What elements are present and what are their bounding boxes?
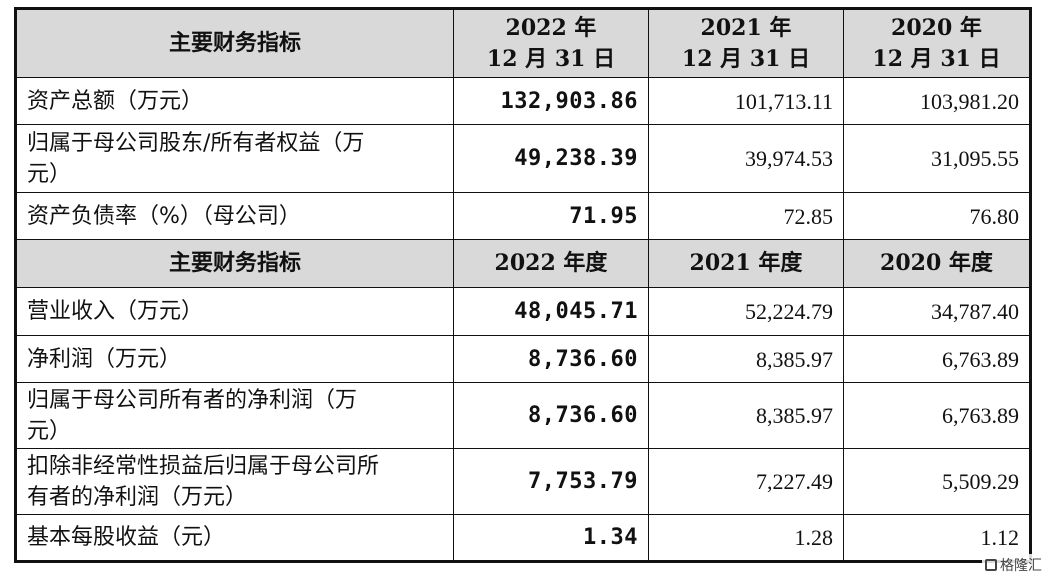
table-row-total-assets: 资产总额（万元） 132,903.86 101,713.11 103,981.2… <box>14 77 1032 125</box>
row-label-line1: 归属于母公司所有者的净利润（万 <box>27 387 358 413</box>
value-2021: 52,224.79 <box>648 287 844 336</box>
table-header-row-balance: 主要财务指标 2022 年 12 月 31 日 2021 年 12 月 31 日… <box>14 7 1032 78</box>
row-label-line1: 归属于母公司股东/所有者权益（万 <box>27 130 365 156</box>
row-label-line2: 元） <box>27 418 72 444</box>
watermark-text: 格隆汇 <box>1000 558 1042 574</box>
value-2021: 72.85 <box>648 192 844 240</box>
header-label: 主要财务指标 <box>14 239 454 288</box>
value-2020: 6,763.89 <box>843 382 1032 449</box>
value-2021: 8,385.97 <box>648 382 844 449</box>
header-col-2021: 2021 年度 <box>648 239 844 288</box>
financial-indicators-table: 主要财务指标 2022 年 12 月 31 日 2021 年 12 月 31 日… <box>14 7 1032 563</box>
watermark: 格隆汇 <box>982 554 1045 576</box>
table-row-eps: 基本每股收益（元） 1.34 1.28 1.12 <box>14 514 1032 563</box>
table-row-net-profit-attributable: 归属于母公司所有者的净利润（万 元） 8,736.60 8,385.97 6,7… <box>14 382 1032 449</box>
value-2020: 34,787.40 <box>843 287 1032 336</box>
header-col-2021: 2021 年 12 月 31 日 <box>648 7 844 78</box>
value-2022: 8,736.60 <box>453 335 649 383</box>
header-col-2020-year: 2020 年 <box>891 14 982 41</box>
header-col-2020-date: 12 月 31 日 <box>872 45 1001 72</box>
header-col-2021-year: 2021 年 <box>700 14 792 41</box>
table-row-net-profit: 净利润（万元） 8,736.60 8,385.97 6,763.89 <box>14 335 1032 383</box>
financial-table-container: 主要财务指标 2022 年 12 月 31 日 2021 年 12 月 31 日… <box>14 7 1032 563</box>
row-label-line2: 有者的净利润（万元） <box>27 484 248 510</box>
value-2022: 71.95 <box>453 192 649 240</box>
header-label: 主要财务指标 <box>14 7 454 78</box>
value-2020: 6,763.89 <box>843 335 1032 383</box>
value-2022: 1.34 <box>453 514 649 563</box>
header-col-2021-date: 12 月 31 日 <box>681 45 811 72</box>
value-2022: 48,045.71 <box>453 287 649 336</box>
table-header-row-income: 主要财务指标 2022 年度 2021 年度 2020 年度 <box>14 239 1032 288</box>
value-2022: 8,736.60 <box>453 382 649 449</box>
row-label: 营业收入（万元） <box>14 287 454 336</box>
value-2020: 103,981.20 <box>843 77 1032 125</box>
value-2021: 39,974.53 <box>648 124 844 193</box>
row-label-line2: 元） <box>27 161 72 187</box>
value-2022: 49,238.39 <box>453 124 649 193</box>
value-2021: 8,385.97 <box>648 335 844 383</box>
row-label: 资产负债率（%）（母公司） <box>14 192 454 240</box>
header-col-2022-date: 12 月 31 日 <box>486 45 616 72</box>
value-2020: 5,509.29 <box>843 448 1032 515</box>
table-row-equity: 归属于母公司股东/所有者权益（万 元） 49,238.39 39,974.53 … <box>14 124 1032 193</box>
table-row-revenue: 营业收入（万元） 48,045.71 52,224.79 34,787.40 <box>14 287 1032 336</box>
header-col-2022: 2022 年 12 月 31 日 <box>453 7 649 78</box>
value-2021: 7,227.49 <box>648 448 844 515</box>
value-2021: 1.28 <box>648 514 844 563</box>
header-col-2022: 2022 年度 <box>453 239 649 288</box>
value-2021: 101,713.11 <box>648 77 844 125</box>
value-2020: 76.80 <box>843 192 1032 240</box>
value-2020: 31,095.55 <box>843 124 1032 193</box>
header-col-2022-year: 2022 年 <box>505 14 597 41</box>
header-col-2020: 2020 年 12 月 31 日 <box>843 7 1032 78</box>
header-col-2020: 2020 年度 <box>843 239 1032 288</box>
gelonghui-logo-icon <box>985 559 997 571</box>
row-label: 归属于母公司所有者的净利润（万 元） <box>14 382 454 449</box>
row-label-line1: 扣除非经常性损益后归属于母公司所 <box>27 453 380 479</box>
table-row-net-profit-deducted: 扣除非经常性损益后归属于母公司所 有者的净利润（万元） 7,753.79 7,2… <box>14 448 1032 515</box>
value-2022: 132,903.86 <box>453 77 649 125</box>
row-label: 归属于母公司股东/所有者权益（万 元） <box>14 124 454 193</box>
row-label: 净利润（万元） <box>14 335 454 383</box>
table-row-debt-ratio: 资产负债率（%）（母公司） 71.95 72.85 76.80 <box>14 192 1032 240</box>
row-label: 资产总额（万元） <box>14 77 454 125</box>
row-label: 基本每股收益（元） <box>14 514 454 563</box>
row-label: 扣除非经常性损益后归属于母公司所 有者的净利润（万元） <box>14 448 454 515</box>
value-2022: 7,753.79 <box>453 448 649 515</box>
